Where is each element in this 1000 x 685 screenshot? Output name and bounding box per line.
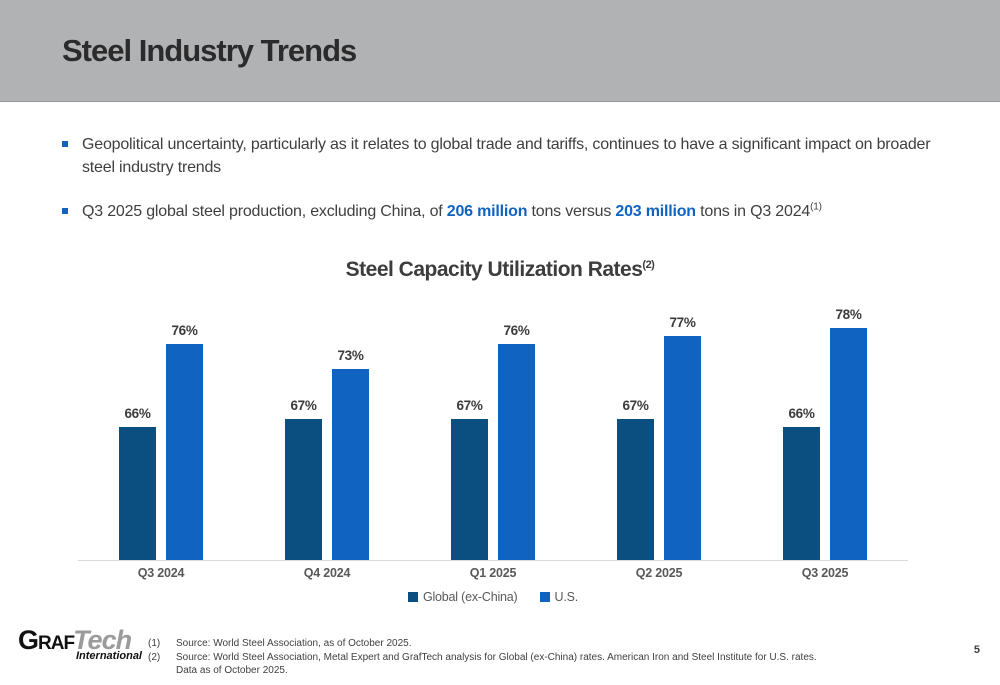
logo-wordmark: GrafTech (18, 627, 146, 654)
page-title: Steel Industry Trends (62, 32, 357, 68)
chart-title-text: Steel Capacity Utilization Rates (345, 258, 643, 281)
bar-global-ex-china-q1-2025: 67% (451, 398, 488, 560)
x-axis-label-q4-2024: Q4 2024 (303, 566, 351, 580)
bar-u-s-q2-2025: 77% (664, 315, 701, 560)
highlighted-value: 203 million (615, 203, 696, 221)
bar-value-label: 66% (124, 406, 151, 421)
bar-global-ex-china-q2-2025: 67% (617, 398, 654, 560)
bar-u-s-q1-2025: 76% (498, 323, 535, 560)
chart-legend: Global (ex-China) U.S. (78, 590, 908, 604)
bar-value-label: 77% (669, 315, 696, 330)
bullet-text-segment: Geopolitical uncertainty, particularly a… (82, 136, 931, 177)
footnote-text: Source: World Steel Association, as of O… (176, 638, 412, 649)
bullet-text-segment: (1) (810, 202, 822, 214)
bullet-text: Q3 2025 global steel production, excludi… (82, 200, 822, 223)
chart-x-axis-labels: Q3 2024 Q4 2024 Q1 2025 Q2 2025 Q3 2025 (78, 566, 908, 580)
highlighted-value: 206 million (446, 203, 528, 221)
bar-group-q3-2025: 66% 78% (742, 307, 908, 560)
logo-graf-text: Graf (18, 625, 75, 655)
bar-group-q2-2025: 67% 77% (576, 312, 742, 560)
bullet-text-segment: tons in Q3 2024 (695, 203, 811, 221)
bar-value-label: 67% (622, 398, 649, 413)
legend-swatch-icon (407, 592, 418, 602)
footnote: (1) Source: World Steel Association, as o… (148, 637, 838, 651)
bullet-item: Geopolitical uncertainty, particularly a… (62, 133, 950, 179)
bar-u-s-q4-2024: 73% (332, 348, 369, 560)
legend-label: U.S. (554, 590, 579, 604)
footnote: (2) Source: World Steel Association, Meta… (148, 651, 838, 678)
graftech-logo: GrafTech International (18, 627, 146, 662)
x-axis-label-q3-2024: Q3 2024 (137, 566, 185, 580)
legend-item-global-ex-china: Global (ex-China) (407, 590, 518, 604)
footnote-number: (2) (148, 651, 161, 663)
bar-global-ex-china-q3-2024: 66% (119, 406, 156, 560)
x-axis-label-q3-2025: Q3 2025 (801, 566, 849, 580)
bar-group-q4-2024: 67% 73% (244, 312, 410, 560)
bullet-text-segment: tons versus (527, 203, 616, 221)
bar-value-label: 76% (503, 323, 530, 338)
bar-global-ex-china-q3-2025: 66% (783, 406, 820, 560)
bullet-square-icon (62, 208, 68, 215)
bar-chart-plot: 66% 76% 67% 73% 67% 76% 67% 77% 66% 78% (78, 307, 908, 561)
bar-u-s-q3-2024: 76% (166, 323, 203, 560)
bullet-text-segment: Q3 2025 global steel production, excludi… (82, 203, 447, 221)
bar-global-ex-china-q4-2024: 67% (285, 398, 322, 560)
bar-value-label: 67% (456, 398, 483, 413)
x-axis-label-q2-2025: Q2 2025 (635, 566, 683, 580)
bar-value-label: 76% (171, 323, 198, 338)
footnote-text: Source: World Steel Association, Metal E… (176, 651, 817, 677)
bullet-text: Geopolitical uncertainty, particularly a… (82, 133, 950, 179)
bar-value-label: 67% (290, 398, 317, 413)
bar-group-q3-2024: 66% 76% (78, 312, 244, 560)
chart-title-footnote-ref: (2) (642, 259, 655, 271)
legend-label: Global (ex-China) (422, 590, 518, 604)
legend-item-u-s: U.S. (539, 590, 579, 604)
page-number: 5 (973, 644, 980, 656)
bar-u-s-q3-2025: 78% (830, 307, 867, 560)
bullet-list: Geopolitical uncertainty, particularly a… (62, 133, 950, 245)
bar-value-label: 73% (337, 348, 364, 363)
legend-swatch-icon (539, 592, 550, 602)
chart-title: Steel Capacity Utilization Rates(2) (0, 258, 1000, 282)
slide-header: Steel Industry Trends (0, 0, 1000, 102)
x-axis-label-q1-2025: Q1 2025 (469, 566, 517, 580)
bullet-item: Q3 2025 global steel production, excludi… (62, 200, 950, 223)
bullet-square-icon (62, 141, 68, 147)
footnote-number: (1) (148, 638, 161, 649)
logo-international-text: International (75, 650, 142, 662)
logo-tech-text: Tech (73, 625, 132, 655)
footnote-list: (1) Source: World Steel Association, as o… (148, 637, 838, 678)
bar-value-label: 66% (788, 406, 815, 421)
bar-group-q1-2025: 67% 76% (410, 312, 576, 560)
bar-value-label: 78% (835, 307, 862, 322)
